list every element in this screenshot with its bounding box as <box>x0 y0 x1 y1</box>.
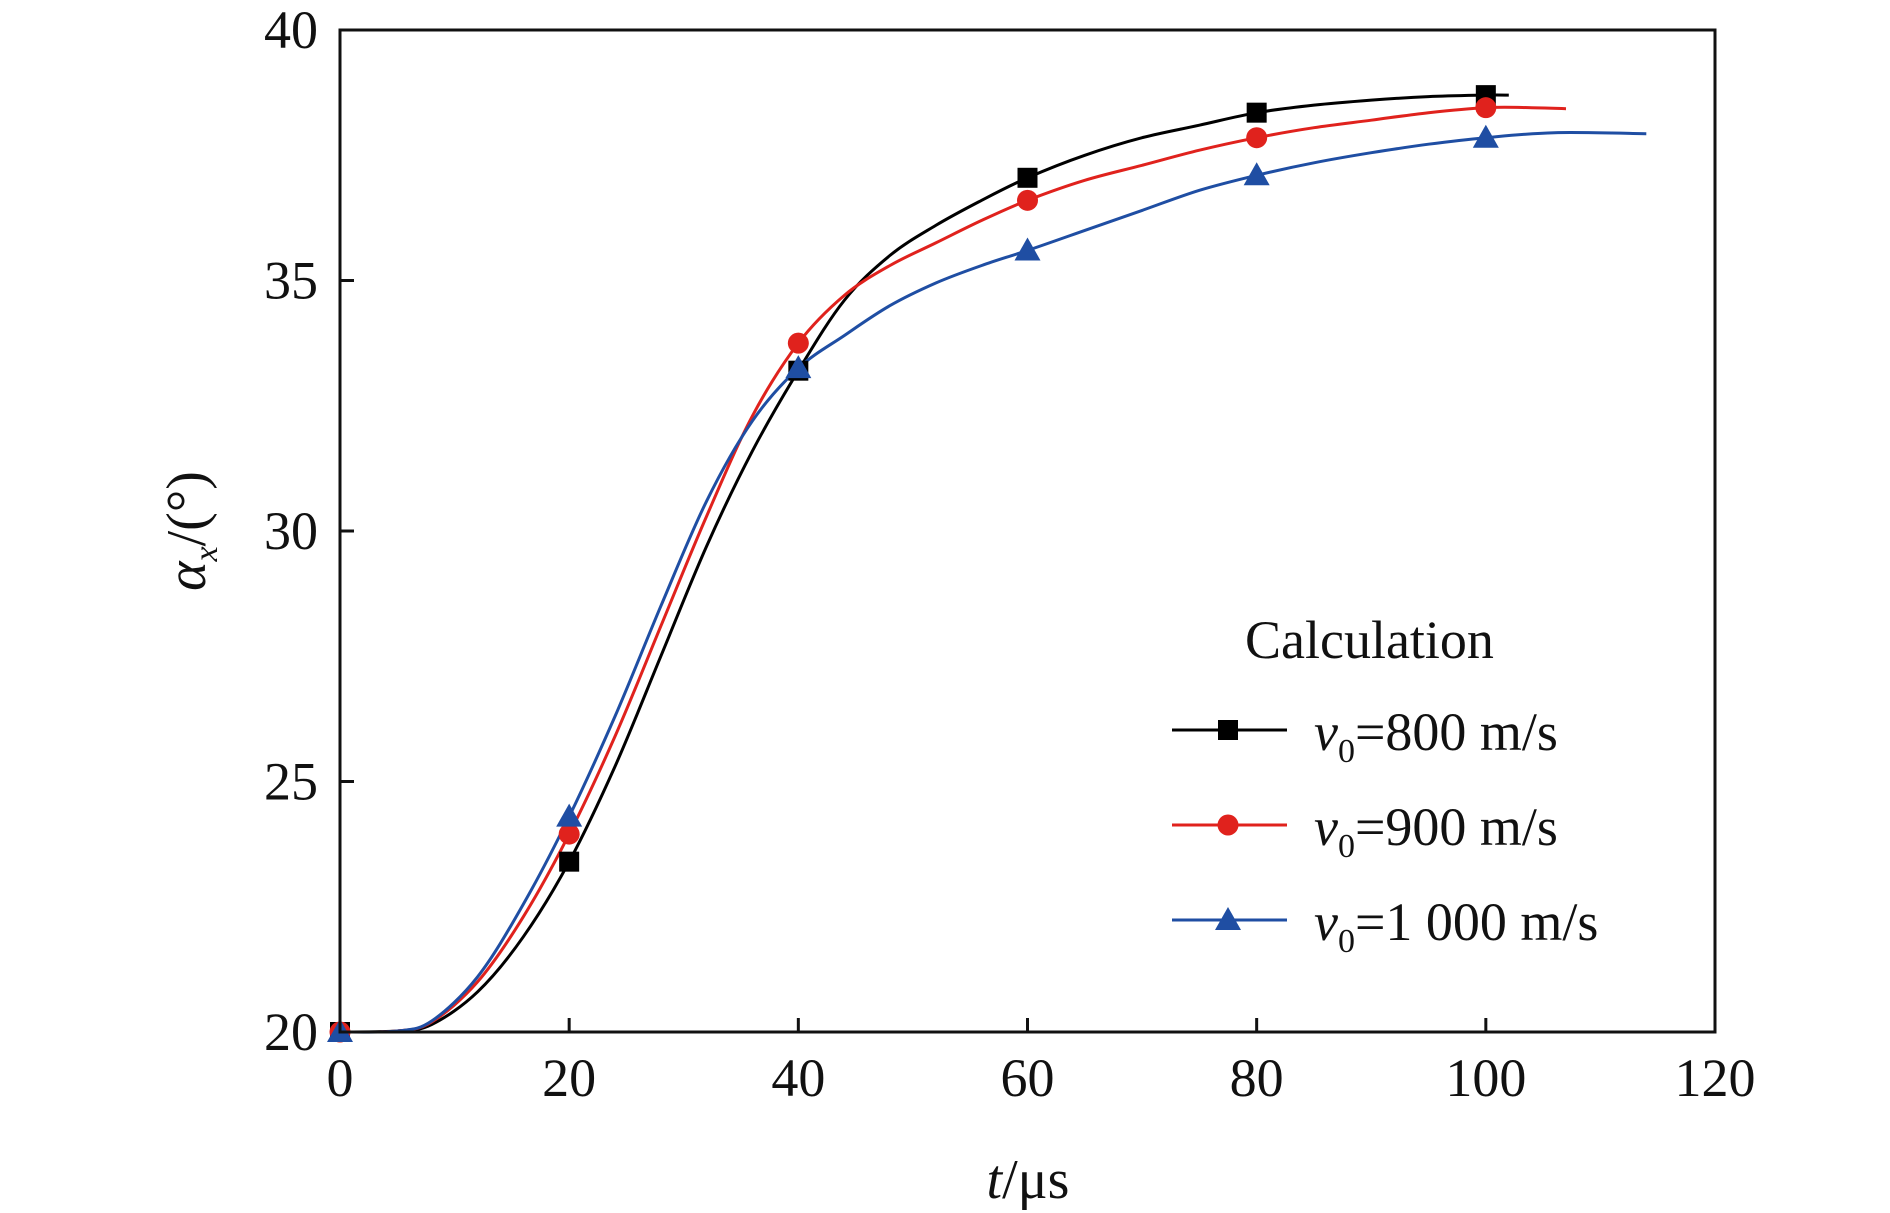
y-tick-label-3: 35 <box>264 251 318 311</box>
data-point-0-1 <box>559 851 580 872</box>
legend-marker-1 <box>1217 814 1239 836</box>
data-point-2-3 <box>1014 237 1041 261</box>
data-point-1-2 <box>787 332 809 354</box>
data-point-2-1 <box>556 803 583 827</box>
legend-marker-2 <box>1215 907 1241 930</box>
data-point-1-1 <box>558 823 580 845</box>
x-axis-label: t/μs <box>987 1149 1070 1211</box>
y-axis-variable: α <box>156 560 218 591</box>
y-axis-label: αx/(°) <box>156 471 225 591</box>
data-point-2-4 <box>1243 162 1270 186</box>
data-point-2-2 <box>785 355 812 379</box>
data-point-1-5 <box>1475 97 1497 119</box>
y-axis-subscript: x <box>188 546 225 562</box>
legend-swatches <box>1172 720 1287 930</box>
x-tick-label-1: 20 <box>542 1048 596 1108</box>
series-line-1 <box>339 105 1567 1034</box>
y-tick-label-1: 25 <box>264 752 318 812</box>
y-tick-label-0: 20 <box>264 1002 318 1062</box>
data-point-0-4 <box>1246 102 1267 123</box>
x-tick-label-6: 120 <box>1675 1048 1756 1108</box>
data-point-2-5 <box>1472 124 1499 148</box>
x-tick-label-2: 40 <box>771 1048 825 1108</box>
x-tick-label-4: 80 <box>1230 1048 1284 1108</box>
series-markers <box>327 85 1499 1043</box>
x-tick-label-3: 60 <box>1001 1048 1055 1108</box>
legend: Calculation v0=800 m/s v0=900 m/s v0=1 0… <box>1172 610 1598 960</box>
legend-title: Calculation <box>1245 610 1494 670</box>
x-tick-label-0: 0 <box>327 1048 354 1108</box>
x-axis-unit: /μs <box>1002 1149 1069 1211</box>
y-tick-label-2: 30 <box>264 501 318 561</box>
x-tick-label-5: 100 <box>1445 1048 1526 1108</box>
legend-entry-0: v0=800 m/s <box>1314 702 1558 770</box>
data-point-1-3 <box>1017 189 1038 211</box>
legend-entry-2: v0=1 000 m/s <box>1314 892 1598 960</box>
legend-marker-0 <box>1218 720 1238 740</box>
y-axis-unit: /(°) <box>156 471 218 546</box>
legend-entry-1: v0=900 m/s <box>1314 797 1558 865</box>
x-axis-variable: t <box>987 1149 1004 1211</box>
series-line-2 <box>339 131 1647 1034</box>
series-lines <box>339 93 1647 1034</box>
y-tick-label-4: 40 <box>264 0 318 60</box>
data-point-1-4 <box>1246 127 1268 149</box>
series-line-0 <box>339 93 1509 1034</box>
data-point-0-3 <box>1017 167 1038 188</box>
